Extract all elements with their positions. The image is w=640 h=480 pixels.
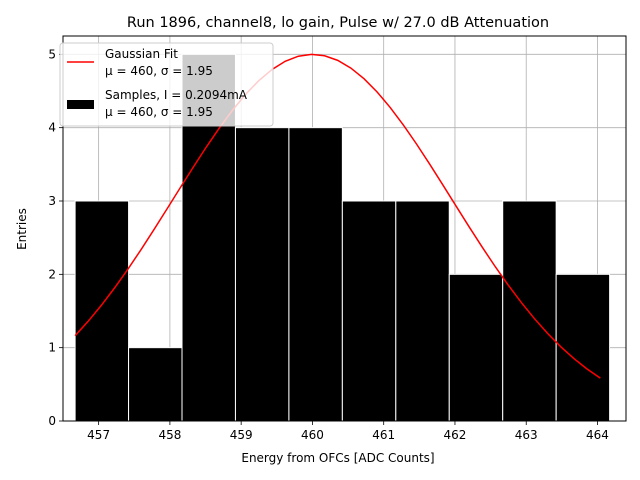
legend-samples-swatch [67, 100, 94, 109]
y-tick-label: 1 [48, 341, 56, 355]
legend-samples-name: Samples, I = 0.2094mA [105, 88, 248, 102]
histogram-bar [395, 200, 450, 422]
y-tick-label: 2 [48, 267, 56, 281]
legend-frame [59, 42, 274, 127]
x-tick-label: 463 [515, 428, 538, 442]
x-tick-label: 460 [301, 428, 324, 442]
chart-title: Run 1896, channel8, lo gain, Pulse w/ 27… [127, 15, 549, 31]
y-tick-label: 4 [48, 121, 56, 135]
y-tick-label: 0 [48, 414, 56, 428]
x-tick-label: 459 [230, 428, 253, 442]
histogram-bar [502, 200, 557, 422]
histogram-bar [288, 127, 343, 422]
histogram-bar [448, 273, 504, 422]
histogram-bar [555, 273, 611, 422]
legend-fit-stats: μ = 460, σ = 1.95 [105, 64, 213, 78]
x-tick-label: 464 [586, 428, 609, 442]
legend-fit-name: Gaussian Fit [105, 47, 178, 61]
gaussian-fit-line [74, 53, 601, 379]
y-tick-label: 3 [48, 194, 56, 208]
legend-samples-stats: μ = 460, σ = 1.95 [105, 105, 213, 119]
x-axis-label: Energy from OFCs [ADC Counts] [241, 451, 434, 465]
histogram-bar [234, 127, 290, 422]
bars-layer [74, 53, 611, 422]
x-tick-label: 457 [87, 428, 110, 442]
y-axis-label: Entries [15, 208, 29, 250]
histogram-bar [341, 200, 397, 422]
fit-layer [74, 53, 601, 379]
histogram-bar [74, 200, 130, 422]
ticks-layer: 457 458 459 460 461 462 463 464 0 1 2 3 4 5 [48, 47, 609, 442]
legend: Gaussian Fit μ = 460, σ = 1.95 Samples, … [59, 42, 274, 127]
plot-area-frame [62, 35, 627, 422]
x-tick-label: 462 [444, 428, 467, 442]
histogram-bar [128, 347, 183, 422]
x-tick-label: 461 [372, 428, 395, 442]
y-tick-label: 5 [48, 47, 56, 61]
x-tick-label: 458 [158, 428, 181, 442]
